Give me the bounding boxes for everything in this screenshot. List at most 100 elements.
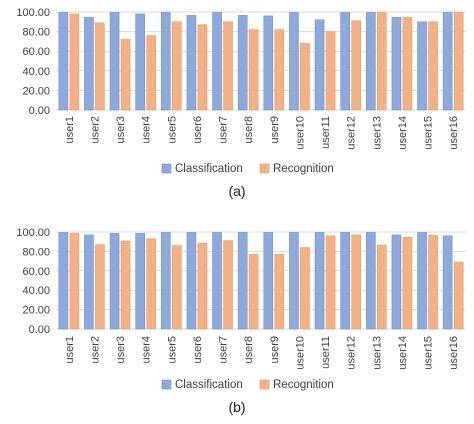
bar-recognition-user1 bbox=[69, 13, 80, 111]
legend-label-recognition: Recognition bbox=[273, 163, 334, 175]
bar-recognition-user10 bbox=[300, 247, 310, 330]
x-tick-label: user13 bbox=[371, 336, 383, 370]
bar-classification-user3 bbox=[109, 12, 120, 111]
bar-classification-user16 bbox=[442, 12, 453, 111]
bar-classification-user6 bbox=[186, 232, 197, 330]
bar-classification-user8 bbox=[237, 15, 248, 111]
bar-recognition-user7 bbox=[223, 21, 233, 111]
bar-recognition-user13 bbox=[377, 12, 387, 111]
x-tick-label: user12 bbox=[346, 336, 358, 370]
bar-recognition-user11 bbox=[325, 31, 336, 111]
x-tick-label: user11 bbox=[320, 336, 332, 369]
bar-classification-user2 bbox=[84, 234, 94, 330]
bar-recognition-user16 bbox=[453, 12, 464, 111]
chart-b: 0.00 20.00 40.00 60.00 80.00 100.00 user1 user2… bbox=[16, 227, 466, 415]
x-tick-label: user13 bbox=[371, 116, 383, 150]
y-tick-label: 20.00 bbox=[22, 305, 50, 317]
bar-recognition-user6 bbox=[197, 242, 208, 330]
x-tick-label: user15 bbox=[423, 336, 435, 370]
bar-classification-user12 bbox=[340, 12, 350, 111]
bar-recognition-user3 bbox=[120, 39, 131, 111]
bar-classification-user6 bbox=[186, 15, 197, 111]
x-tick-label: user10 bbox=[294, 116, 306, 150]
x-tick-label: user16 bbox=[448, 336, 460, 370]
bar-classification-user4 bbox=[135, 13, 145, 111]
x-tick-label: user11 bbox=[320, 116, 332, 149]
legend-swatch-classification bbox=[161, 163, 172, 174]
bar-recognition-user6 bbox=[197, 24, 208, 111]
bar-recognition-user7 bbox=[223, 240, 233, 330]
bar-classification-user14 bbox=[391, 234, 402, 330]
x-tick-label: user6 bbox=[192, 116, 204, 144]
chart-a: 0.00 20.00 40.00 60.00 80.00 100.00 user1 user2… bbox=[16, 7, 466, 199]
y-tick-label: 80.00 bbox=[22, 27, 50, 39]
bar-recognition-user14 bbox=[402, 17, 413, 111]
bar-recognition-user2 bbox=[95, 244, 105, 330]
bar-recognition-user14 bbox=[402, 237, 413, 330]
bar-recognition-user2 bbox=[95, 22, 105, 111]
bar-classification-user1 bbox=[58, 12, 69, 111]
bar-classification-user5 bbox=[161, 232, 171, 330]
bar-classification-user13 bbox=[366, 12, 376, 111]
bar-recognition-user11 bbox=[325, 235, 336, 330]
legend-label-recognition: Recognition bbox=[273, 379, 334, 391]
bar-recognition-user4 bbox=[146, 35, 156, 111]
chart-caption: (b) bbox=[228, 399, 245, 415]
bar-classification-user10 bbox=[289, 12, 299, 111]
bar-recognition-user5 bbox=[172, 245, 182, 330]
bar-recognition-user8 bbox=[248, 29, 259, 111]
bar-recognition-user15 bbox=[428, 235, 438, 330]
x-tick-label: user3 bbox=[115, 116, 127, 144]
bar-recognition-user13 bbox=[377, 244, 387, 330]
y-tick-label: 20.00 bbox=[22, 85, 50, 97]
y-tick-label: 100.00 bbox=[16, 227, 50, 239]
bar-recognition-user1 bbox=[69, 233, 80, 330]
bar-recognition-user9 bbox=[274, 29, 285, 111]
x-tick-label: user16 bbox=[448, 116, 460, 150]
bar-recognition-user4 bbox=[146, 238, 156, 330]
bar-recognition-user9 bbox=[274, 254, 285, 330]
bar-classification-user13 bbox=[366, 232, 376, 330]
bar-classification-user14 bbox=[391, 17, 402, 111]
bar-classification-user7 bbox=[212, 12, 222, 111]
y-tick-label: 0.00 bbox=[29, 105, 50, 117]
legend-label-classification: Classification bbox=[175, 163, 243, 175]
legend: Classification Recognition bbox=[161, 163, 334, 175]
x-tick-label: user7 bbox=[218, 116, 230, 144]
x-tick-label: user10 bbox=[294, 336, 306, 370]
x-tick-label: user2 bbox=[89, 116, 101, 144]
x-tick-label: user8 bbox=[243, 116, 255, 144]
bar-classification-user11 bbox=[314, 232, 325, 330]
y-tick-label: 60.00 bbox=[22, 266, 50, 278]
bar-recognition-user5 bbox=[172, 21, 182, 111]
legend-swatch-recognition bbox=[259, 379, 270, 390]
x-tick-label: user4 bbox=[141, 336, 153, 364]
bar-recognition-user12 bbox=[351, 234, 361, 330]
bar-classification-user15 bbox=[417, 232, 427, 330]
bar-classification-user8 bbox=[237, 232, 248, 330]
bar-classification-user9 bbox=[263, 232, 274, 330]
bar-classification-user2 bbox=[84, 17, 94, 111]
legend-swatch-classification bbox=[161, 379, 172, 390]
x-tick-label: user7 bbox=[218, 336, 230, 364]
y-tick-label: 80.00 bbox=[22, 246, 50, 258]
bar-recognition-user8 bbox=[248, 254, 259, 330]
bar-classification-user7 bbox=[212, 232, 222, 330]
x-tick-label: user14 bbox=[397, 116, 409, 150]
chart-caption: (a) bbox=[228, 183, 245, 199]
x-tick-label: user4 bbox=[141, 116, 153, 144]
x-tick-label: user12 bbox=[346, 116, 358, 150]
bar-classification-user3 bbox=[109, 233, 120, 330]
y-tick-label: 40.00 bbox=[22, 285, 50, 297]
bar-recognition-user16 bbox=[453, 261, 464, 330]
bar-classification-user15 bbox=[417, 21, 427, 111]
legend: Classification Recognition bbox=[161, 379, 334, 391]
bar-classification-user9 bbox=[263, 15, 274, 111]
x-tick-label: user1 bbox=[64, 116, 76, 144]
bar-recognition-user10 bbox=[300, 43, 310, 111]
x-tick-label: user8 bbox=[243, 336, 255, 364]
bar-classification-user5 bbox=[161, 12, 171, 111]
bar-classification-user10 bbox=[289, 232, 299, 330]
y-tick-label: 100.00 bbox=[16, 7, 50, 19]
